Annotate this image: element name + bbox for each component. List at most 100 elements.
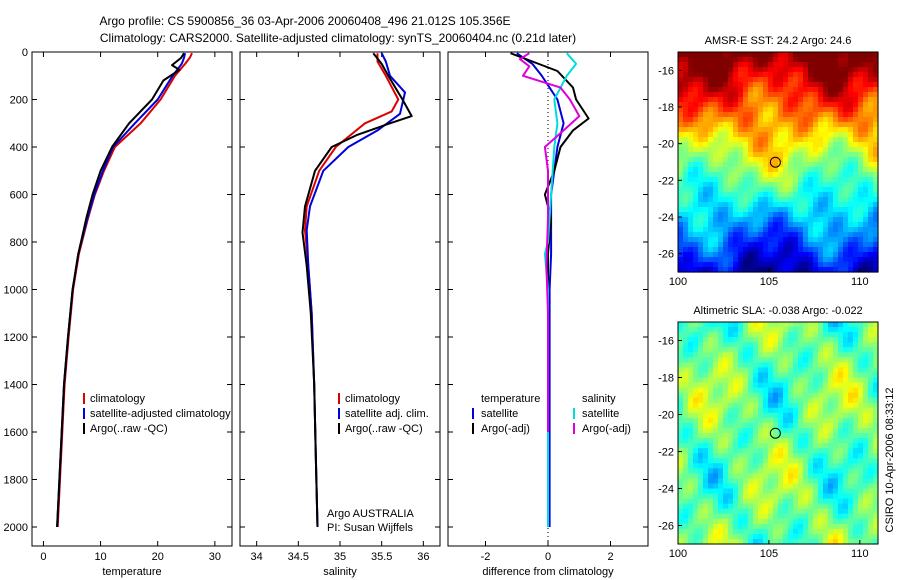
sla-cell xyxy=(683,468,689,474)
sst-cell xyxy=(798,112,804,118)
sla-cell xyxy=(853,463,859,469)
sst-cell xyxy=(833,202,839,208)
sst-cell xyxy=(863,267,869,273)
sla-cell xyxy=(863,433,869,439)
sst-cell xyxy=(753,247,759,253)
sla-cell xyxy=(718,367,724,374)
sst-cell xyxy=(743,157,749,163)
sst-cell xyxy=(783,212,789,218)
sst-cell xyxy=(868,102,874,108)
sst-cell xyxy=(768,182,774,188)
sst-cell xyxy=(858,217,864,223)
sst-cell xyxy=(828,182,834,188)
sst-cell xyxy=(813,167,819,173)
temperature-legend: climatology satellite-adjusted climatolo… xyxy=(83,393,231,435)
sla-cell xyxy=(723,357,729,363)
sst-cell xyxy=(793,252,799,258)
sst-cell xyxy=(843,207,849,213)
sst-cell xyxy=(873,267,879,273)
sst-cell xyxy=(708,232,714,238)
sst-cell xyxy=(828,97,834,103)
sst-cell xyxy=(698,132,704,138)
sst-cell xyxy=(873,247,879,253)
sla-cell xyxy=(788,382,794,389)
sst-cell xyxy=(793,62,799,68)
sst-cell xyxy=(733,132,739,138)
sla-cell xyxy=(858,367,864,374)
sla-cell xyxy=(713,372,719,379)
sst-cell xyxy=(763,52,769,58)
sla-cell xyxy=(783,372,789,379)
sla-cell xyxy=(783,342,789,348)
sla-cell xyxy=(728,538,734,545)
sla-cell xyxy=(858,523,864,530)
sst-cell xyxy=(778,257,784,263)
sla-cell xyxy=(838,352,844,358)
sla-cell xyxy=(718,427,724,434)
sst-cell xyxy=(763,252,769,258)
sst-cell xyxy=(718,267,724,273)
sst-cell xyxy=(733,257,739,263)
sla-cell xyxy=(748,513,754,520)
sla-cell xyxy=(848,498,854,505)
sst-cell xyxy=(828,217,834,223)
sla-cell xyxy=(703,402,709,409)
sla-cell xyxy=(768,493,774,500)
sla-cell xyxy=(678,458,684,464)
sst-cell xyxy=(743,247,749,253)
sla-cell xyxy=(683,337,689,343)
sst-cell xyxy=(723,157,729,163)
sst-cell xyxy=(758,127,764,133)
sla-cell xyxy=(798,367,804,374)
sst-cell xyxy=(728,52,734,58)
sla-cell xyxy=(863,357,869,363)
sst-cell xyxy=(818,177,824,183)
sst-cell xyxy=(703,182,709,188)
sst-cell xyxy=(813,142,819,148)
sla-cell xyxy=(773,387,779,394)
sst-cell xyxy=(813,57,819,63)
sst-cell xyxy=(843,67,849,73)
sla-cell xyxy=(868,407,874,414)
sla-cell xyxy=(823,397,829,404)
sst-cell xyxy=(788,67,794,73)
sst-cell xyxy=(863,202,869,208)
sla-cell xyxy=(763,513,769,520)
sst-cell xyxy=(838,217,844,223)
sla-cell xyxy=(753,352,759,358)
sst-cell xyxy=(703,192,709,198)
sst-cell xyxy=(743,107,749,113)
sla-cell xyxy=(763,352,769,358)
sst-cell xyxy=(683,82,689,88)
sst-cell xyxy=(853,227,859,233)
sla-cell xyxy=(793,453,799,459)
sst-cell xyxy=(753,257,759,263)
sst-cell xyxy=(678,77,684,83)
sst-cell xyxy=(763,257,769,263)
sla-cell xyxy=(718,493,724,500)
sst-colour-field xyxy=(678,52,879,273)
sla-cell xyxy=(768,473,774,480)
sst-cell xyxy=(858,92,864,98)
sla-cell xyxy=(818,528,824,535)
sla-cell xyxy=(698,493,704,500)
sst-cell xyxy=(783,172,789,178)
sla-cell xyxy=(873,473,879,480)
sst-cell xyxy=(813,252,819,258)
sst-cell xyxy=(803,92,809,98)
sla-cell xyxy=(778,518,784,525)
sst-cell xyxy=(778,267,784,273)
sst-cell xyxy=(743,62,749,68)
sla-cell xyxy=(733,427,739,434)
sst-cell xyxy=(843,237,849,243)
sst-cell xyxy=(788,202,794,208)
sla-cell xyxy=(718,473,724,480)
sst-cell xyxy=(868,157,874,163)
sst-cell xyxy=(678,212,684,218)
sst-cell xyxy=(763,147,769,153)
sla-cell xyxy=(788,488,794,495)
sst-cell xyxy=(718,157,724,163)
sst-cell xyxy=(788,232,794,238)
salinity-xtick-label: 36 xyxy=(417,551,429,563)
sla-cell xyxy=(703,422,709,429)
